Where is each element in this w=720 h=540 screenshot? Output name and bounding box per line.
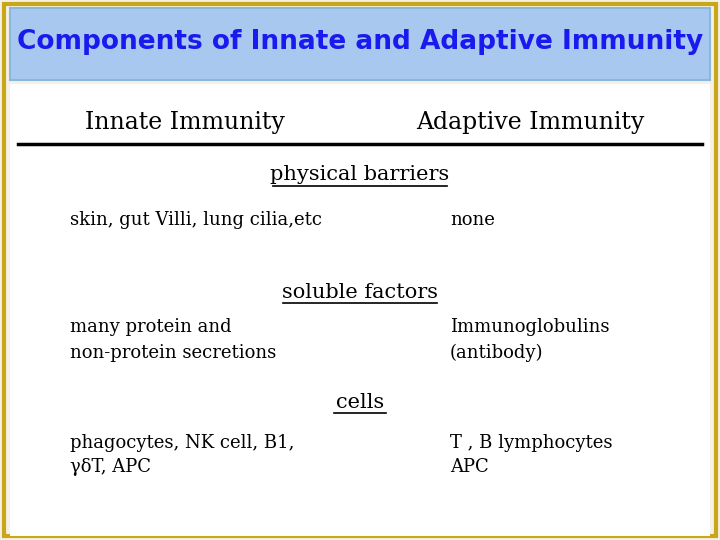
- Text: cells: cells: [336, 393, 384, 411]
- Text: skin, gut Villi, lung cilia,etc: skin, gut Villi, lung cilia,etc: [70, 211, 322, 229]
- Text: Immunoglobulins
(antibody): Immunoglobulins (antibody): [450, 318, 610, 362]
- Text: Components of Innate and Adaptive Immunity: Components of Innate and Adaptive Immuni…: [17, 29, 703, 55]
- FancyBboxPatch shape: [10, 8, 710, 80]
- Text: phagocytes, NK cell, B1,
γδT, APC: phagocytes, NK cell, B1, γδT, APC: [70, 434, 294, 476]
- Text: T , B lymphocytes
APC: T , B lymphocytes APC: [450, 434, 613, 476]
- Text: Adaptive Immunity: Adaptive Immunity: [416, 111, 644, 133]
- Text: soluble factors: soluble factors: [282, 282, 438, 301]
- FancyBboxPatch shape: [4, 4, 716, 536]
- Text: physical barriers: physical barriers: [271, 165, 449, 185]
- FancyBboxPatch shape: [10, 84, 710, 536]
- Text: many protein and
non-protein secretions: many protein and non-protein secretions: [70, 319, 276, 361]
- Text: none: none: [450, 211, 495, 229]
- Text: Innate Immunity: Innate Immunity: [85, 111, 285, 133]
